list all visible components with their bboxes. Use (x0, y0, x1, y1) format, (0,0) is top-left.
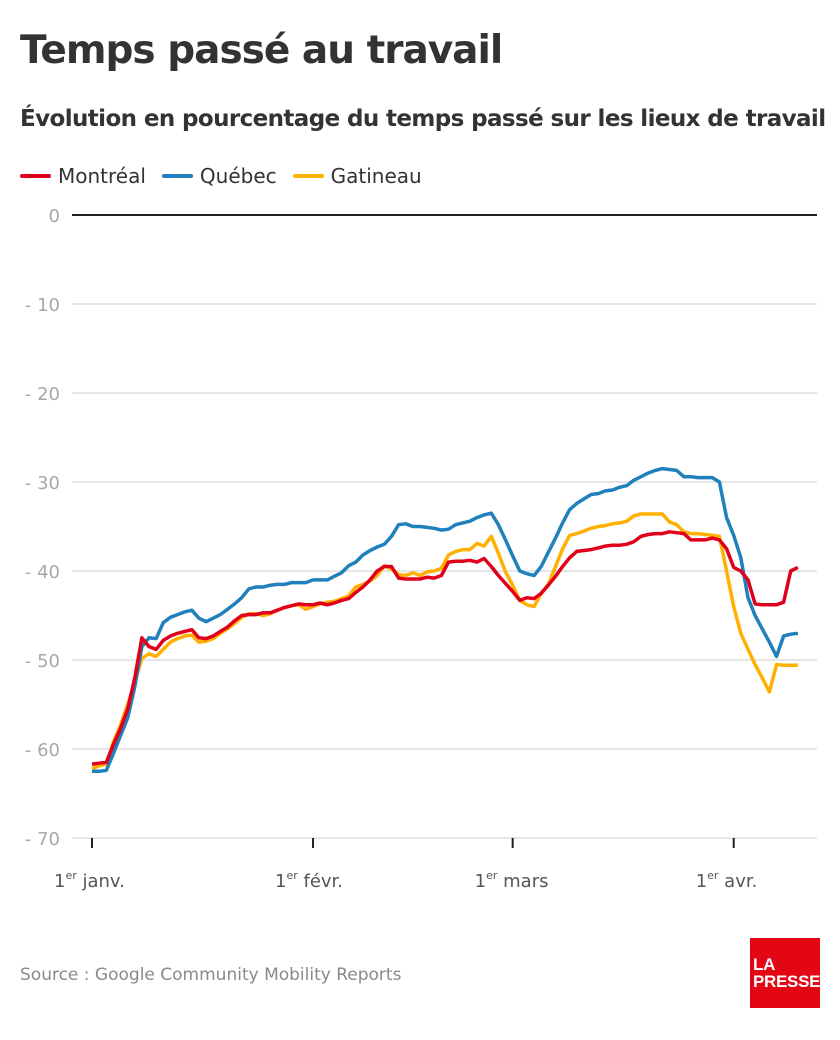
line-chart: 0- 10- 20- 30- 40- 50- 60- 70 1er janv. 1… (25, 206, 817, 892)
series-line-gatineau (91, 512, 798, 771)
x-tick-label: 1er avr. (696, 869, 758, 892)
chart-title: Temps passé au travail (20, 28, 503, 73)
chart-subtitle: Évolution en pourcentage du temps passé … (20, 106, 826, 132)
y-tick-label: - 60 (25, 740, 60, 761)
legend-swatch-gatineau (292, 174, 324, 178)
x-tick-label: 1er mars (475, 869, 549, 892)
legend-swatch-montreal (20, 174, 51, 178)
x-tick-label: 1er janv. (54, 869, 125, 892)
x-axis-ticks: 1er janv. 1er févr. 1er mars 1er avr. (54, 838, 757, 892)
y-tick-label: - 50 (25, 651, 60, 672)
logo-line-2: PRESSE (753, 972, 821, 991)
source-note: Source : Google Community Mobility Repor… (20, 965, 402, 985)
y-tick-label: - 10 (25, 295, 60, 316)
legend-label-montreal: Montréal (58, 164, 146, 188)
legend: Montréal Québec Gatineau (20, 164, 438, 188)
gridlines (72, 214, 817, 839)
legend-label-quebec: Québec (199, 164, 277, 188)
series-line-montreal (91, 530, 799, 766)
la-presse-logo: LA PRESSE (750, 938, 820, 1008)
logo-line-1: LA (753, 955, 776, 974)
y-tick-label: - 30 (25, 473, 60, 494)
series-line-quebec (92, 466, 799, 774)
y-tick-label: - 40 (25, 562, 60, 583)
legend-swatch-quebec (161, 174, 193, 178)
series-lines (91, 466, 799, 774)
legend-item-gatineau: Gatineau (292, 164, 422, 188)
y-tick-label: - 70 (25, 829, 60, 850)
x-tick-label: 1er févr. (275, 869, 343, 892)
legend-item-quebec: Québec (161, 164, 277, 188)
legend-label-gatineau: Gatineau (330, 164, 422, 188)
legend-item-montreal: Montréal (20, 164, 146, 188)
y-tick-label: 0 (49, 206, 60, 227)
y-tick-label: - 20 (25, 384, 60, 405)
y-axis-ticks: 0 - 10 - 20 - 30 - 40 - 50 - 60 - 70 (25, 206, 60, 850)
